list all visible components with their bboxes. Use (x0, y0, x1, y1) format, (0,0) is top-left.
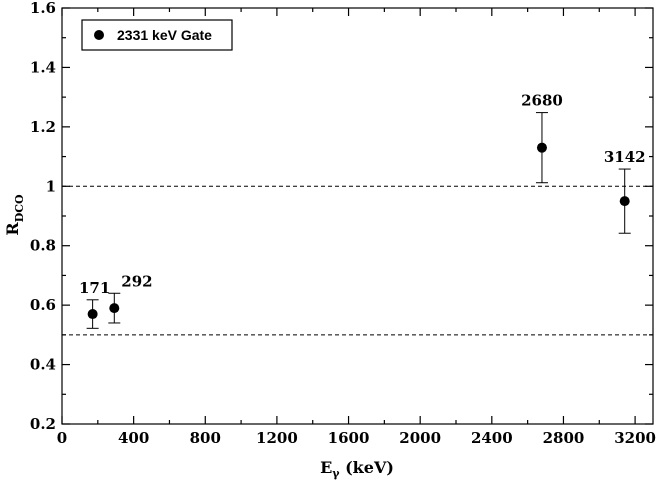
plot-frame (61, 7, 654, 425)
data-point-group: 171 (79, 279, 110, 329)
data-point (87, 309, 98, 320)
legend-marker (94, 30, 104, 40)
y-tick-label: 1 (46, 177, 56, 195)
x-tick-label: 800 (190, 429, 221, 447)
data-point-group: 292 (108, 272, 153, 324)
axis-ticks: 0 400 800 1200 1600 2000 2400 2800 3200 0.2 0.4 0.6… (30, 0, 656, 447)
y-tick-label: 1.2 (30, 118, 56, 136)
legend: 2331 keV Gate (81, 19, 233, 51)
data-label: 2680 (521, 92, 563, 110)
y-tick-label: 0.6 (30, 296, 56, 314)
y-tick-label: 1.4 (30, 58, 56, 76)
y-tick-label: 1.6 (30, 0, 56, 17)
x-tick-label: 2400 (471, 429, 513, 447)
legend-box (81, 19, 233, 51)
x-tick-label: 1600 (328, 429, 370, 447)
data-point-group: 2680 (521, 92, 563, 184)
data-point (109, 303, 120, 314)
y-tick-label: 0.8 (30, 237, 56, 255)
x-axis-label: Eγ (keV) (320, 458, 394, 480)
y-tick-label: 0.2 (30, 415, 56, 433)
reference-lines (62, 185, 653, 336)
y-tick-label: 0.4 (30, 356, 56, 374)
data-label: 3142 (604, 148, 646, 166)
data-point (619, 196, 630, 207)
x-tick-label: 0 (57, 429, 67, 447)
x-tick-label: 400 (118, 429, 149, 447)
x-tick-label: 2800 (543, 429, 585, 447)
y-axis-label: RDCO (3, 194, 26, 236)
x-tick-label: 3200 (614, 429, 656, 447)
legend-entry: 2331 keV Gate (117, 27, 212, 43)
x-tick-label: 1200 (256, 429, 298, 447)
data-points: 171 292 2680 3142 (79, 92, 646, 329)
x-tick-label: 2000 (399, 429, 441, 447)
data-point-group: 3142 (604, 148, 646, 234)
data-label: 292 (121, 272, 152, 290)
data-label: 171 (79, 279, 110, 297)
data-point (536, 142, 547, 153)
